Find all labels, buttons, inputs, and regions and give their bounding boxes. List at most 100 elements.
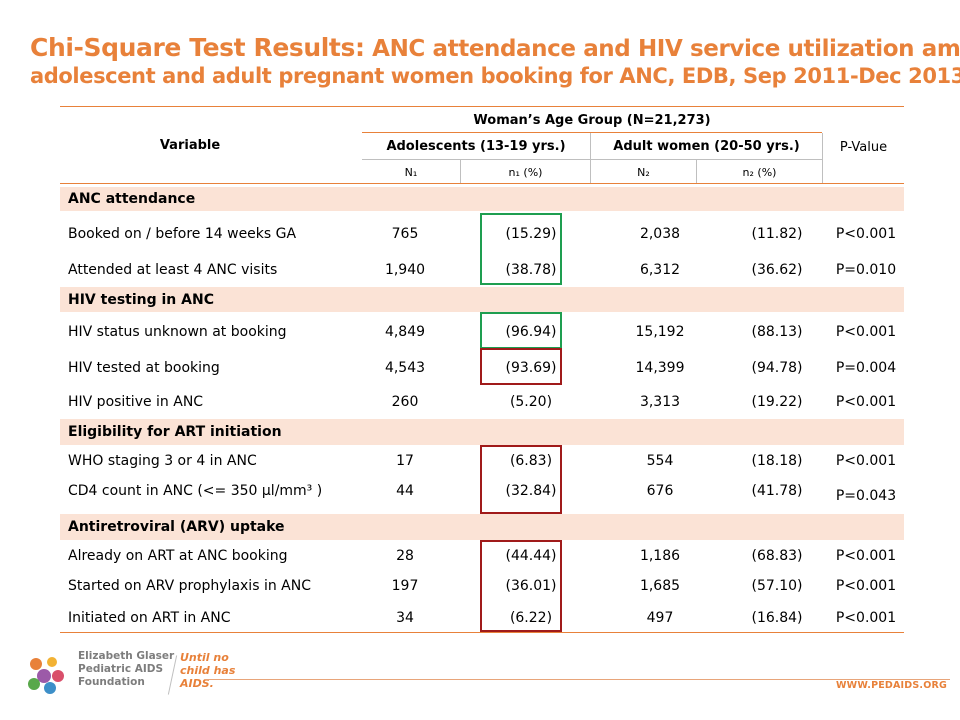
tag-line2: child has — [180, 663, 236, 677]
cell-n2: 3,313 — [639, 394, 681, 410]
header-n2: N₂ — [637, 166, 650, 179]
cell-n1: 765 — [391, 226, 419, 242]
cell-variable: Initiated on ART in ANC — [68, 610, 231, 626]
tag-line3: AIDS. — [180, 676, 214, 690]
org-line3: Foundation — [78, 676, 145, 689]
cell-variable: Booked on / before 14 weeks GA — [68, 226, 297, 242]
table-row: HIV status unknown at booking 4,849 (96.… — [60, 322, 904, 342]
cell-p1: (32.84) — [505, 483, 557, 499]
cell-p2: (88.13) — [751, 324, 803, 340]
cell-pvalue: P<0.001 — [835, 548, 897, 564]
cell-n2: 14,399 — [635, 360, 685, 376]
cell-n1: 44 — [396, 483, 414, 499]
cell-n2: 497 — [646, 610, 674, 626]
section-eligibility-art: Eligibility for ART initiation — [60, 419, 904, 445]
table-row: Started on ARV prophylaxis in ANC 197 (3… — [60, 576, 904, 596]
website-link[interactable]: WWW.PEDAIDS.ORG — [836, 680, 948, 691]
cell-n1: 197 — [391, 578, 419, 594]
cell-n1: 260 — [391, 394, 419, 410]
cell-variable: WHO staging 3 or 4 in ANC — [68, 453, 257, 469]
cell-pvalue: P=0.010 — [835, 262, 897, 278]
cell-variable: CD4 count in ANC (<= 350 µl/mm³ ) — [68, 483, 323, 499]
cell-n1: 4,543 — [384, 360, 426, 376]
highlight-box-green-anc — [480, 213, 562, 285]
cell-n2: 6,312 — [639, 262, 681, 278]
title-line2: adolescent and adult pregnant women book… — [30, 63, 960, 88]
table-row: HIV positive in ANC 260 (5.20) 3,313 (19… — [60, 392, 904, 412]
cell-p2: (16.84) — [751, 610, 803, 626]
header-adolescents: Adolescents (13-19 yrs.) — [386, 139, 566, 154]
cell-pvalue: P=0.004 — [835, 360, 897, 376]
table-row: HIV tested at booking 4,543 (93.69) 14,3… — [60, 358, 904, 378]
cell-n2: 1,685 — [639, 578, 681, 594]
cell-pvalue: P<0.001 — [835, 324, 897, 340]
cell-p1: (36.01) — [505, 578, 557, 594]
table-row: CD4 count in ANC (<= 350 µl/mm³ ) 44 (32… — [60, 481, 904, 504]
cell-variable: Already on ART at ANC booking — [68, 548, 288, 564]
table-top-rule — [60, 106, 904, 107]
cell-pvalue: P<0.001 — [835, 453, 897, 469]
cell-n1: 17 — [396, 453, 414, 469]
pvalue-divider — [822, 133, 823, 183]
cell-n2: 554 — [646, 453, 674, 469]
cell-variable: HIV tested at booking — [68, 360, 220, 376]
org-line2: Pediatric AIDS — [78, 663, 164, 676]
cell-p2: (18.18) — [751, 453, 803, 469]
cell-p2: (94.78) — [751, 360, 803, 376]
tag-line1: Until no — [180, 651, 229, 664]
cell-p1: (96.94) — [505, 324, 557, 340]
header-p1: n₁ (%) — [508, 166, 543, 179]
foundation-name: Elizabeth Glaser Pediatric AIDS Foundati… — [78, 650, 174, 689]
cell-p1: (44.44) — [505, 548, 557, 564]
cell-variable: HIV positive in ANC — [68, 394, 204, 410]
table-row: Attended at least 4 ANC visits 1,940 (38… — [60, 260, 904, 280]
group-divider — [590, 133, 591, 183]
cell-pvalue: P<0.001 — [835, 394, 897, 410]
section-anc-attendance: ANC attendance — [60, 187, 904, 211]
cell-n1: 4,849 — [384, 324, 426, 340]
sub-divider-2 — [696, 160, 697, 183]
tagline: Until no child has AIDS. — [180, 651, 236, 691]
cell-p1: (93.69) — [505, 360, 557, 376]
highlight-box-red-eligibility — [480, 445, 562, 514]
group-underline — [362, 132, 822, 133]
header-pvalue: P-Value — [839, 140, 888, 155]
cell-n1: 28 — [396, 548, 414, 564]
sub-divider-1 — [460, 160, 461, 183]
cell-n2: 676 — [646, 483, 674, 499]
section-hiv-testing: HIV testing in ANC — [60, 287, 904, 312]
cell-pvalue: P<0.001 — [835, 578, 897, 594]
cell-p2: (11.82) — [751, 226, 803, 242]
cell-p2: (68.83) — [751, 548, 803, 564]
cell-p1: (6.83) — [509, 453, 553, 469]
slide-title: Chi-Square Test Results: ANC attendance … — [30, 33, 960, 88]
header-n1: N₁ — [404, 166, 418, 179]
header-p2: n₂ (%) — [742, 166, 777, 179]
foundation-logo-icon — [26, 654, 66, 696]
cell-pvalue: P<0.001 — [835, 226, 897, 242]
cell-n2: 2,038 — [639, 226, 681, 242]
cell-p1: (5.20) — [509, 394, 553, 410]
title-main: Chi-Square Test Results: — [30, 33, 365, 62]
cell-variable: HIV status unknown at booking — [68, 324, 287, 340]
cell-n2: 15,192 — [635, 324, 685, 340]
cell-n2: 1,186 — [639, 548, 681, 564]
header-group: Woman’s Age Group (N=21,273) — [473, 113, 711, 128]
cell-p2: (36.62) — [751, 262, 803, 278]
highlight-box-red-arv — [480, 540, 562, 632]
table-row: Already on ART at ANC booking 28 (44.44)… — [60, 546, 904, 566]
cell-pvalue: P=0.043 — [835, 488, 897, 504]
cell-n1: 34 — [396, 610, 414, 626]
cell-p1: (6.22) — [509, 610, 553, 626]
header-bottom-rule — [60, 183, 904, 184]
cell-p1: (38.78) — [505, 262, 557, 278]
section-arv-uptake: Antiretroviral (ARV) uptake — [60, 514, 904, 540]
cell-p1: (15.29) — [505, 226, 557, 242]
cell-p2: (41.78) — [751, 483, 803, 499]
highlight-box-red-hiv-tested — [480, 348, 562, 385]
cell-variable: Started on ARV prophylaxis in ANC — [68, 578, 311, 594]
table-row: Booked on / before 14 weeks GA 765 (15.2… — [60, 224, 904, 244]
subgroup-underline — [362, 159, 822, 160]
cell-n1: 1,940 — [384, 262, 426, 278]
cell-variable: Attended at least 4 ANC visits — [68, 262, 278, 278]
